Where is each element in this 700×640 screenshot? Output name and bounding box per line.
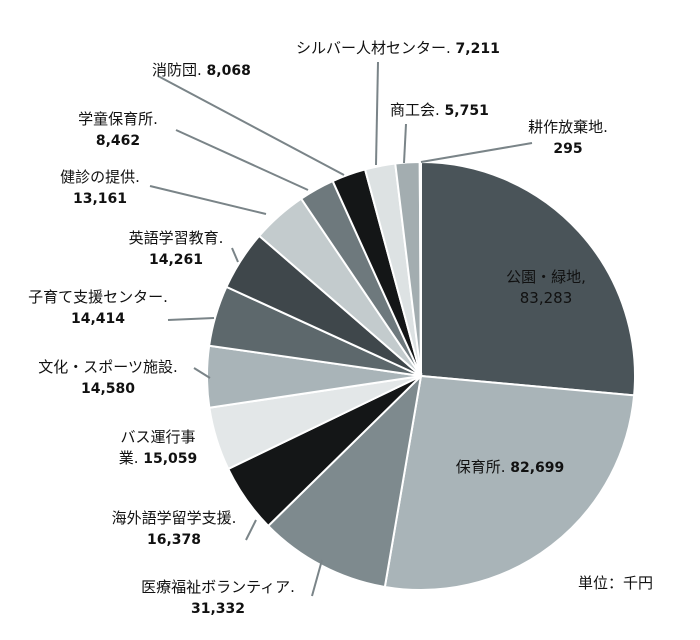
leader-line	[193, 367, 211, 379]
leader-line	[245, 519, 257, 541]
slice-label-value: 14,580	[81, 381, 135, 397]
slice-label-name: 英語学習教育.	[129, 229, 224, 247]
slice-label-line: 子育て支援センター.	[28, 288, 168, 306]
slice-label-line: 14,261	[149, 252, 203, 268]
leader-line	[167, 317, 215, 321]
pie-slices	[206, 160, 636, 592]
slice-label-line: 83,283	[520, 289, 573, 307]
slice-label-line: 16,378	[147, 532, 201, 548]
slice-label-value: 15,059	[143, 451, 197, 467]
slice-label-line: 健診の提供.	[60, 168, 140, 186]
slice-label-line: 31,332	[191, 601, 245, 617]
slice-label-value: 82,699	[510, 460, 564, 476]
slice-label-line: シルバー人材センター. 7,211	[296, 39, 500, 57]
slice-label-line: 保育所. 82,699	[456, 458, 565, 476]
slice-label-value: 13,161	[73, 191, 127, 207]
slice-label-line: 商工会. 5,751	[390, 101, 489, 119]
slice-label-line: 業. 15,059	[119, 449, 198, 467]
pie-slice	[420, 160, 636, 397]
leader-line	[403, 123, 407, 164]
unit-label: 単位：千円	[578, 574, 653, 592]
slice-label-value: 31,332	[191, 601, 245, 617]
slice-label-name: 消防団.	[152, 61, 207, 79]
slice-labels: 公園・緑地, 83,283 保育所. 82,699 医療福祉ボランティア. 31,332…	[28, 39, 608, 617]
slice-label-line: 英語学習教育.	[129, 229, 224, 247]
slice-label-value: 5,751	[445, 103, 489, 119]
slice-label-line: 医療福祉ボランティア.	[141, 578, 295, 596]
slice-label-line: 295	[553, 141, 582, 157]
slice-label-name: 海外語学留学支援.	[112, 509, 237, 527]
slice-label-value: 14,414	[71, 311, 125, 327]
slice-label-name: 公園・緑地,	[506, 268, 586, 286]
leader-line	[420, 142, 533, 163]
slice-label-line: 耕作放棄地.	[528, 118, 608, 136]
leader-line	[149, 185, 267, 215]
slice-label-line: 海外語学留学支援.	[112, 509, 237, 527]
slice-label-value: 295	[553, 141, 582, 157]
slice-label-name: 耕作放棄地.	[528, 118, 608, 136]
leader-lines	[149, 61, 533, 597]
slice-label-value: 7,211	[456, 41, 500, 57]
slice-label-value: 16,378	[147, 532, 201, 548]
slice-label-name: 学童保育所.	[78, 110, 158, 128]
slice-label-line: 文化・スポーツ施設.	[38, 358, 177, 376]
slice-label-line: 14,414	[71, 311, 125, 327]
slice-label-line: 14,580	[81, 381, 135, 397]
slice-label-line: 13,161	[73, 191, 127, 207]
pie-slice	[383, 374, 636, 592]
slice-label-line: バス運行事	[120, 428, 195, 446]
slice-label-name: 文化・スポーツ施設.	[38, 358, 177, 376]
slice-label-name: 業.	[119, 449, 144, 467]
leader-line	[375, 61, 379, 166]
slice-label-line: 8,462	[96, 133, 140, 149]
leader-line	[311, 559, 323, 597]
slice-label-line: 消防団. 8,068	[152, 61, 251, 79]
leader-line	[157, 75, 345, 176]
leader-line	[175, 129, 309, 191]
slice-label-name: シルバー人材センター.	[296, 39, 456, 57]
pie-slice	[266, 373, 423, 589]
slice-label-value: 8,068	[207, 63, 251, 79]
slice-label-line: 学童保育所.	[78, 110, 158, 128]
slice-label-name: 医療福祉ボランティア.	[141, 578, 295, 596]
slice-label-name: 保育所.	[456, 458, 511, 476]
slice-label-value: 14,261	[149, 252, 203, 268]
slice-label-name: 子育て支援センター.	[28, 288, 168, 306]
slice-label-name: 健診の提供.	[60, 168, 140, 186]
slice-label-name: 商工会.	[390, 101, 445, 119]
pie-slice	[418, 160, 422, 377]
slice-label-name: バス運行事	[120, 428, 195, 446]
slice-label-value: 8,462	[96, 133, 140, 149]
leader-line	[231, 247, 239, 263]
slice-label-line: 公園・緑地,	[506, 268, 586, 286]
slice-label-value: 83,283	[520, 289, 573, 307]
